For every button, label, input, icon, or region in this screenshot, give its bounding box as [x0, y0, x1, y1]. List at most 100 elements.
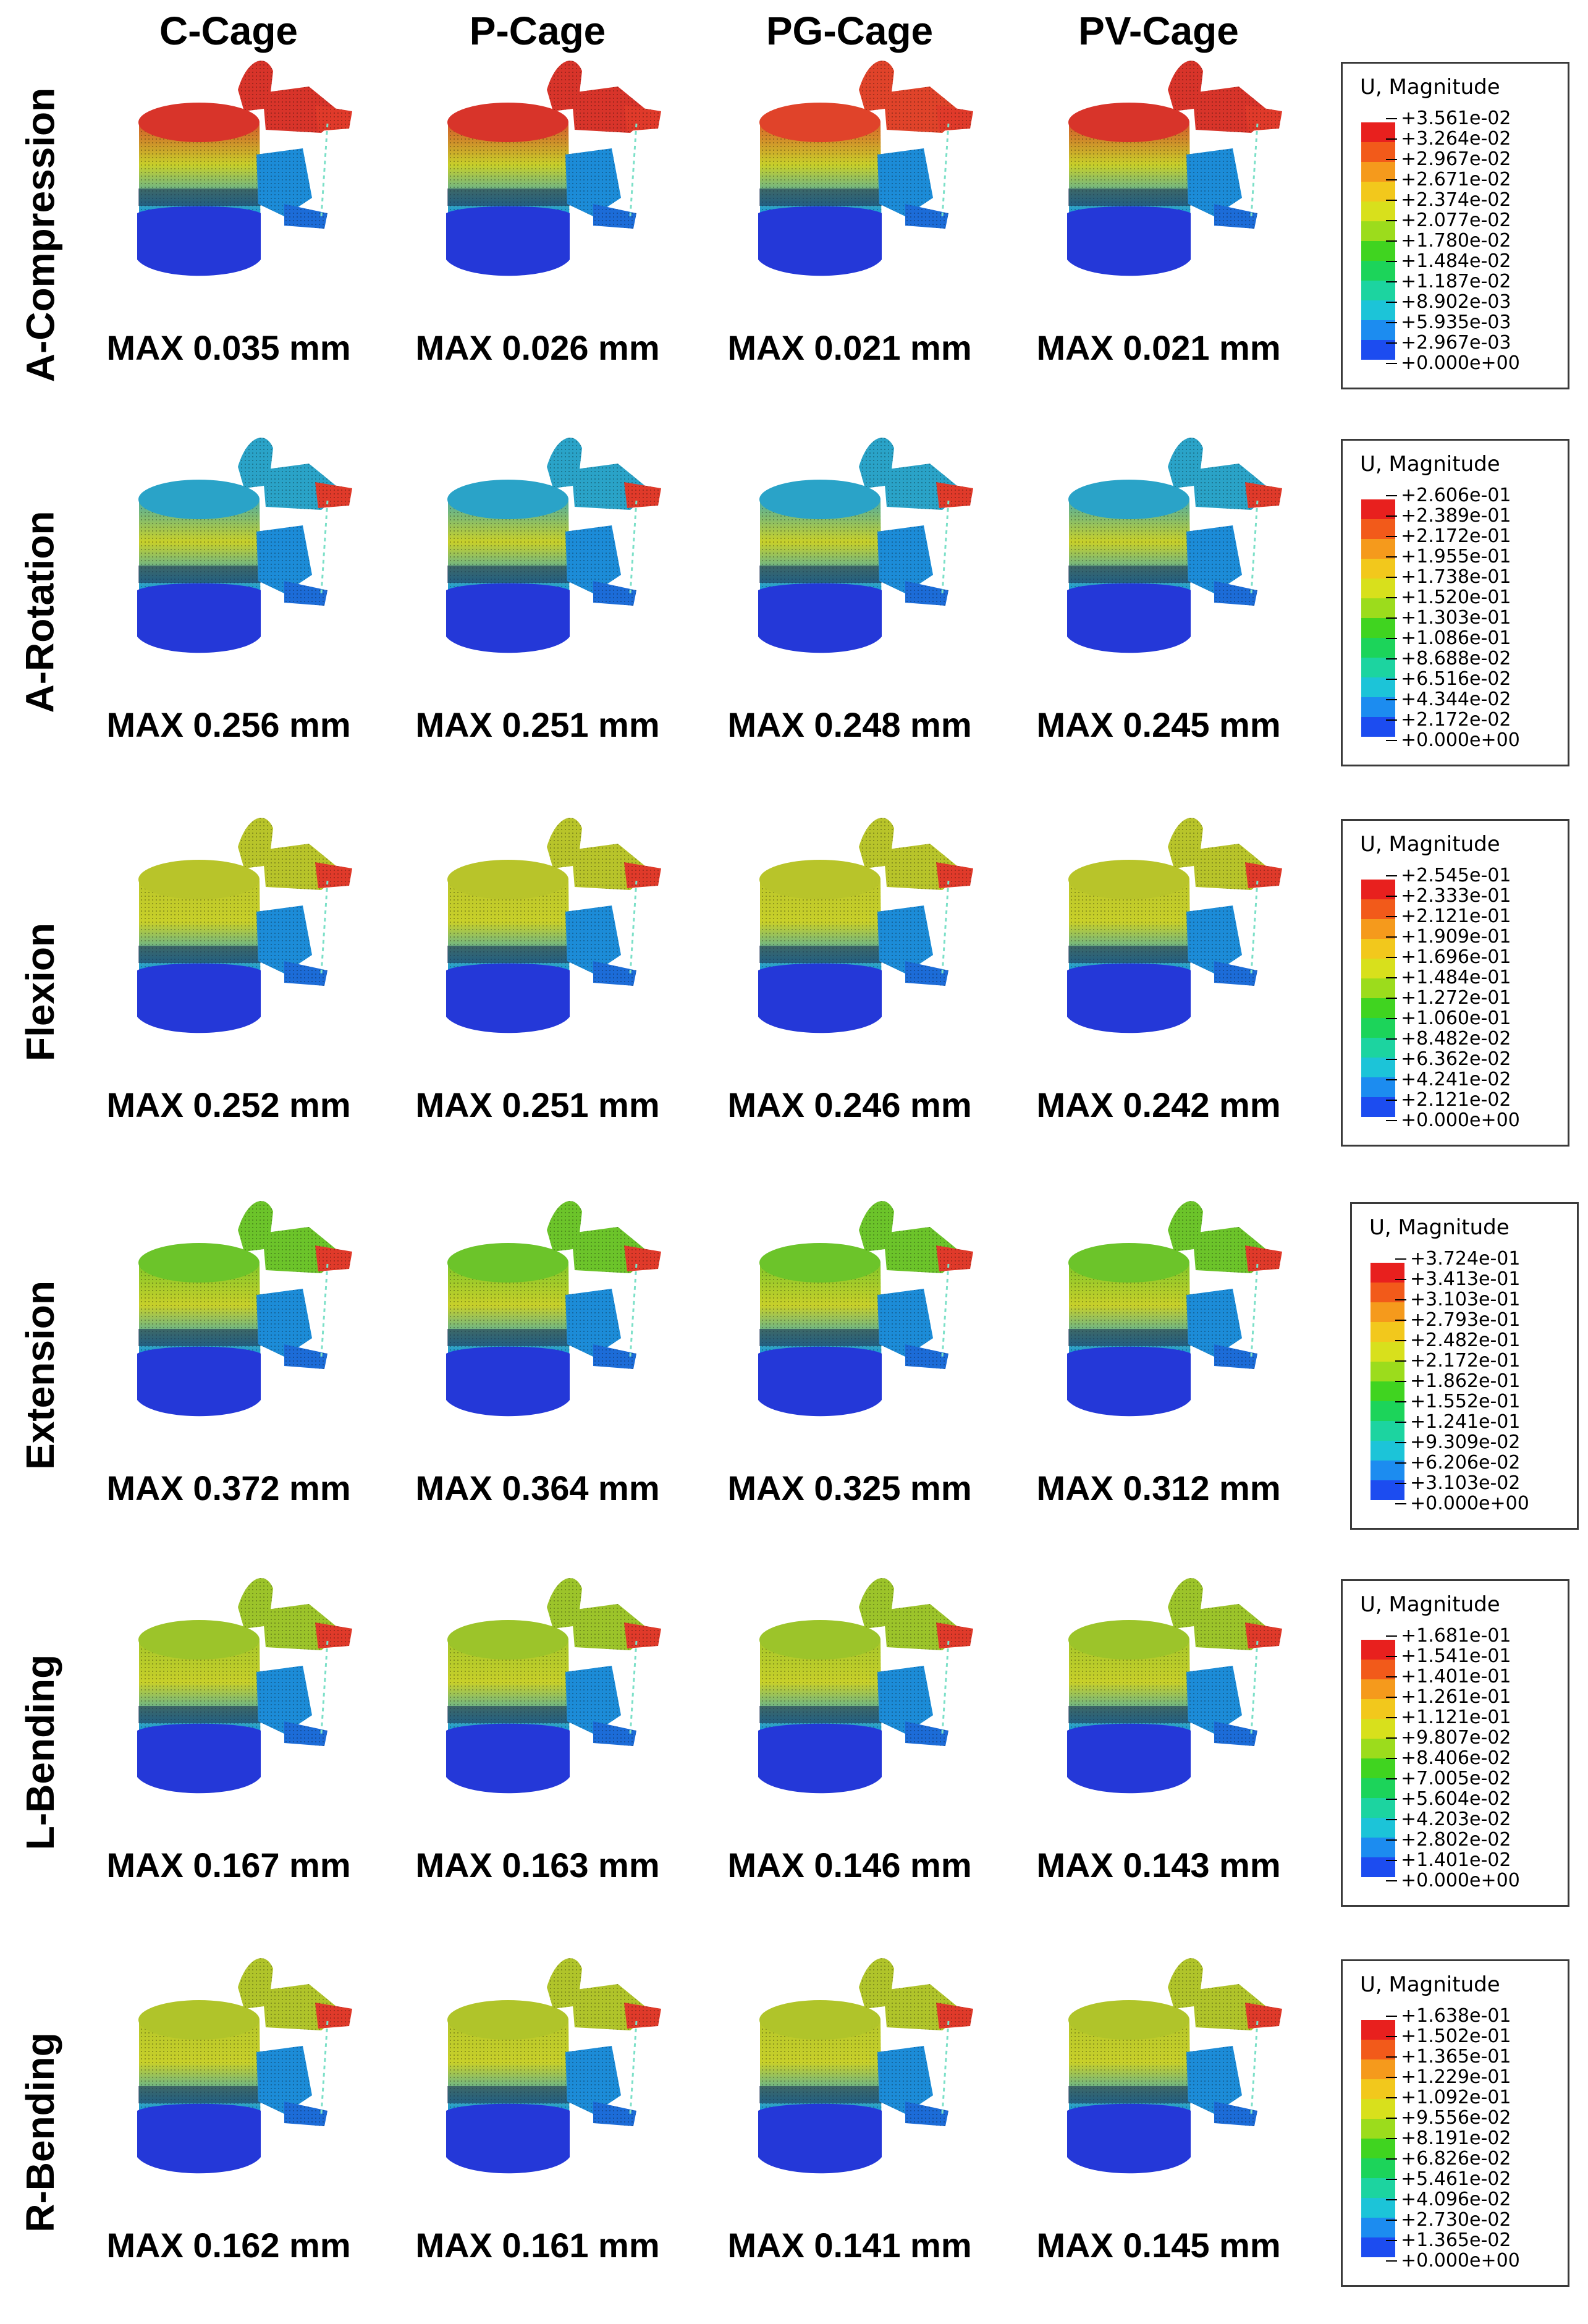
legend-value: +1.272e-01: [1386, 988, 1520, 1008]
endplate: [138, 2000, 260, 2040]
legend-value: +6.206e-02: [1395, 1452, 1529, 1473]
process-tip-mesh: [315, 862, 352, 888]
legend-swatch: [1361, 2079, 1395, 2099]
model-cell: MAX 0.246 mm: [695, 813, 1004, 1184]
legend-value: +2.374e-02: [1386, 190, 1520, 210]
facet-mesh: [1186, 148, 1242, 216]
fixation-line: [629, 1640, 638, 1734]
process-tip-mesh: [1245, 1622, 1282, 1648]
max-displacement-label: MAX 0.021 mm: [727, 328, 972, 367]
max-displacement-label: MAX 0.167 mm: [106, 1846, 351, 1885]
legend-value: +1.909e-01: [1386, 927, 1520, 947]
vertebra-model: [758, 1958, 973, 2174]
legend-values: +1.638e-01 +1.502e-01 +1.365e-01 +1.229e-01…: [1386, 2006, 1520, 2271]
facet-mesh: [877, 2046, 933, 2114]
legend-title: U, Magnitude: [1360, 1972, 1500, 1997]
lower-process-mesh: [905, 1721, 948, 1746]
legend-swatch: [1361, 142, 1395, 162]
cage-band: [447, 566, 570, 583]
process-tip-mesh: [315, 1245, 352, 1271]
vertebra-model: [446, 1201, 661, 1417]
legend-value: +3.413e-01: [1395, 1269, 1529, 1289]
lower-vertebra: [137, 2103, 261, 2174]
fixation-line: [941, 500, 950, 594]
lower-process-mesh: [593, 2101, 636, 2126]
facet-mesh: [877, 1666, 933, 1734]
legend-swatch: [1361, 2158, 1395, 2178]
column-header: C-Cage: [159, 9, 298, 53]
vertebra-model: [137, 438, 352, 653]
legend-swatch: [1361, 2139, 1395, 2158]
lower-vertebra: [758, 206, 882, 276]
cage-band: [759, 1329, 882, 1346]
lower-vertebra: [758, 1346, 882, 1417]
facet-mesh: [877, 1289, 933, 1357]
legend-value: +1.303e-01: [1386, 608, 1520, 628]
cage-band: [1068, 1329, 1191, 1346]
lower-process-mesh: [905, 204, 948, 229]
legend-value: +6.826e-02: [1386, 2148, 1520, 2169]
vertebra-model: [758, 818, 973, 1033]
lower-vertebra: [446, 2103, 570, 2174]
legend-swatch: [1361, 1660, 1395, 1679]
max-displacement-label: MAX 0.242 mm: [1036, 1085, 1281, 1124]
model-cell: MAX 0.251 mm: [383, 813, 692, 1184]
legend-swatch: [1361, 182, 1395, 201]
legend-swatch: [1361, 162, 1395, 182]
legend-swatch: [1361, 1058, 1395, 1077]
lower-vertebra: [137, 1346, 261, 1417]
legend-swatch: [1361, 1077, 1395, 1097]
lower-vertebra: [137, 206, 261, 276]
row-label: A-Compression: [12, 56, 68, 414]
vertebra-model: [446, 1578, 661, 1794]
legend-swatch: [1361, 638, 1395, 658]
cage-band: [759, 1706, 882, 1723]
facet-mesh: [1186, 1289, 1242, 1357]
legend-swatch: [1361, 1719, 1395, 1739]
max-displacement-label: MAX 0.245 mm: [1036, 705, 1281, 744]
fixation-line: [629, 500, 638, 594]
vertebra-model: [1067, 438, 1282, 653]
legend-swatch: [1370, 1342, 1404, 1362]
legend-value: +2.802e-02: [1386, 1830, 1520, 1850]
legend-swatch: [1370, 1362, 1404, 1381]
model-cell: MAX 0.252 mm: [74, 813, 383, 1184]
legend-swatch: [1361, 1798, 1395, 1818]
legend-value: +5.461e-02: [1386, 2169, 1520, 2189]
row-label-text: L-Bending: [18, 1654, 62, 1851]
model-cell: MAX 0.245 mm: [1004, 433, 1313, 804]
max-displacement-label: MAX 0.246 mm: [727, 1085, 972, 1124]
legend-swatch: [1361, 1778, 1395, 1798]
endplate: [759, 2000, 881, 2040]
process-tip-mesh: [936, 1245, 973, 1271]
legend-value: +0.000e+00: [1386, 353, 1520, 373]
facet-mesh: [565, 1666, 621, 1734]
vertebra-model: [758, 1578, 973, 1794]
model-cell: MAX 0.021 mm: [695, 56, 1004, 426]
legend-value: +1.552e-01: [1395, 1391, 1529, 1412]
endplate: [138, 1620, 260, 1660]
cage-band: [1068, 566, 1191, 583]
vertebra-model: [1067, 1578, 1282, 1794]
legend-swatch: [1361, 939, 1395, 959]
row-label-text: A-Rotation: [18, 511, 62, 713]
model-cell: MAX 0.167 mm: [74, 1573, 383, 1944]
legend-value: +1.365e-01: [1386, 2046, 1520, 2067]
legend-swatch: [1361, 320, 1395, 340]
endplate: [447, 860, 568, 899]
facet-mesh: [1186, 525, 1242, 593]
model-cell: MAX 0.161 mm: [383, 1953, 692, 2324]
model-cell: MAX 0.312 mm: [1004, 1196, 1313, 1567]
legend-colorbar: [1361, 499, 1395, 737]
lower-vertebra: [446, 206, 570, 276]
model-cell: MAX 0.141 mm: [695, 1953, 1004, 2324]
legend-value: +2.172e-02: [1386, 710, 1520, 730]
lower-process-mesh: [1214, 204, 1257, 229]
facet-mesh: [1186, 905, 1242, 973]
facet-mesh: [565, 148, 621, 216]
result-row: A-Rotation MAX 0.256 mm MAX 0.251 mm MAX 0.…: [0, 433, 1588, 804]
lower-process-mesh: [1214, 581, 1257, 606]
legend-value: +0.000e+00: [1386, 1870, 1520, 1891]
max-displacement-label: MAX 0.021 mm: [1036, 328, 1281, 367]
legend-value: +2.172e-01: [1395, 1351, 1529, 1371]
